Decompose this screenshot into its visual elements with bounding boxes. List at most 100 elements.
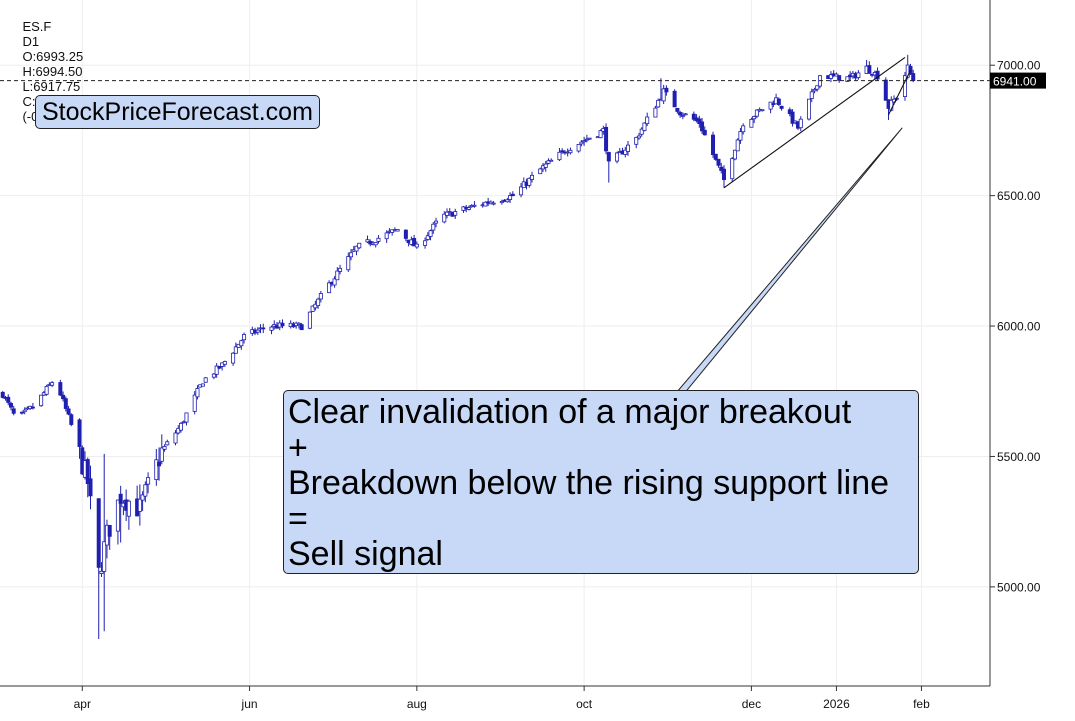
candle-body xyxy=(8,402,13,408)
high-value: H:6994.50 xyxy=(22,64,83,79)
candle-body xyxy=(711,134,716,156)
candle-body xyxy=(776,98,781,105)
candle-body xyxy=(395,229,400,232)
candle-body xyxy=(735,139,740,152)
interval-label: D1 xyxy=(22,34,40,49)
candle-body xyxy=(472,204,477,207)
candle-body xyxy=(19,411,24,414)
candle-body xyxy=(466,207,471,210)
candle-body xyxy=(242,334,247,341)
annotation-line-2: + xyxy=(288,428,308,467)
y-tick-label: 6000.00 xyxy=(997,320,1041,334)
candle-body xyxy=(69,414,74,425)
candle-body xyxy=(338,267,343,272)
candle-body xyxy=(200,383,205,387)
x-tick-label: feb xyxy=(913,697,930,711)
candle-body xyxy=(738,131,743,141)
candle-body xyxy=(63,398,68,409)
candle-body xyxy=(636,135,641,139)
candle-body xyxy=(911,73,916,81)
candle-body xyxy=(423,240,428,246)
candle-body xyxy=(85,459,90,485)
candle-body xyxy=(316,298,321,307)
candle-body xyxy=(790,111,795,124)
candle-body xyxy=(428,230,433,237)
candle-body xyxy=(373,242,378,246)
candle-body xyxy=(675,107,680,112)
candle-body xyxy=(58,382,63,396)
candle-body xyxy=(664,87,669,93)
candle-body xyxy=(568,149,573,154)
x-tick-label: jun xyxy=(241,697,258,711)
candle-body xyxy=(713,153,718,160)
candle-body xyxy=(126,500,131,517)
open-value: O:6993.25 xyxy=(22,49,84,64)
candle-body xyxy=(809,91,814,99)
candle-body xyxy=(318,293,323,300)
candle-body xyxy=(716,158,721,166)
low-value: L:6917.75 xyxy=(22,79,81,94)
x-tick-label: apr xyxy=(74,697,91,711)
candle-body xyxy=(499,201,504,204)
candle-body xyxy=(39,394,44,407)
candle-body xyxy=(354,245,359,252)
candle-body xyxy=(231,352,236,364)
candle-body xyxy=(376,237,381,242)
candle-body xyxy=(269,326,274,331)
x-tick-label: dec xyxy=(742,697,761,711)
candle-body xyxy=(176,428,181,434)
candle-body xyxy=(173,432,178,444)
y-tick-label: 5500.00 xyxy=(997,450,1041,464)
candle-body xyxy=(384,232,389,240)
candle-body xyxy=(653,107,658,118)
watermark-logo: StockPriceForecast.com xyxy=(35,95,320,129)
candle-body xyxy=(730,158,735,180)
candle-body xyxy=(425,235,430,240)
candle-body xyxy=(102,541,107,572)
candle-body xyxy=(233,346,238,354)
candle-body xyxy=(754,109,759,117)
candle-body xyxy=(434,220,439,224)
candle-body xyxy=(678,112,683,116)
candle-body xyxy=(178,422,183,431)
candle-body xyxy=(346,256,351,271)
candle-body xyxy=(867,65,872,74)
candle-body xyxy=(760,109,765,112)
candle-body xyxy=(184,412,189,423)
candle-body xyxy=(606,152,611,162)
rising-support-line xyxy=(723,56,906,189)
candle-body xyxy=(828,74,833,79)
x-tick-label: 2026 xyxy=(823,697,850,711)
candle-body xyxy=(530,174,535,180)
candle-body xyxy=(752,115,757,120)
candle-body xyxy=(357,242,362,249)
candle-body xyxy=(137,498,142,512)
candle-body xyxy=(642,122,647,131)
candle-body xyxy=(815,85,820,90)
candle-body xyxy=(115,499,120,532)
candle-body xyxy=(656,99,661,108)
candle-body xyxy=(837,75,842,81)
x-tick-label: oct xyxy=(576,697,593,711)
candle-body xyxy=(856,72,861,78)
candle-body xyxy=(143,484,148,497)
candle-body xyxy=(883,79,888,101)
last-price-label: 6941.00 xyxy=(993,75,1037,89)
candle-body xyxy=(44,386,49,395)
candle-body xyxy=(390,229,395,233)
annotation-line-4: = xyxy=(288,499,308,538)
candle-body xyxy=(702,129,707,136)
candle-body xyxy=(680,115,685,117)
candle-body xyxy=(527,177,532,186)
candle-body xyxy=(908,66,913,75)
candle-body xyxy=(672,90,677,108)
candle-body xyxy=(787,109,792,115)
candle-body xyxy=(798,118,803,129)
candle-body xyxy=(61,394,66,400)
candle-body xyxy=(697,118,702,125)
candle-body xyxy=(779,105,784,109)
candle-body xyxy=(749,118,754,128)
candle-body xyxy=(582,140,587,143)
short-support-line xyxy=(888,70,911,116)
